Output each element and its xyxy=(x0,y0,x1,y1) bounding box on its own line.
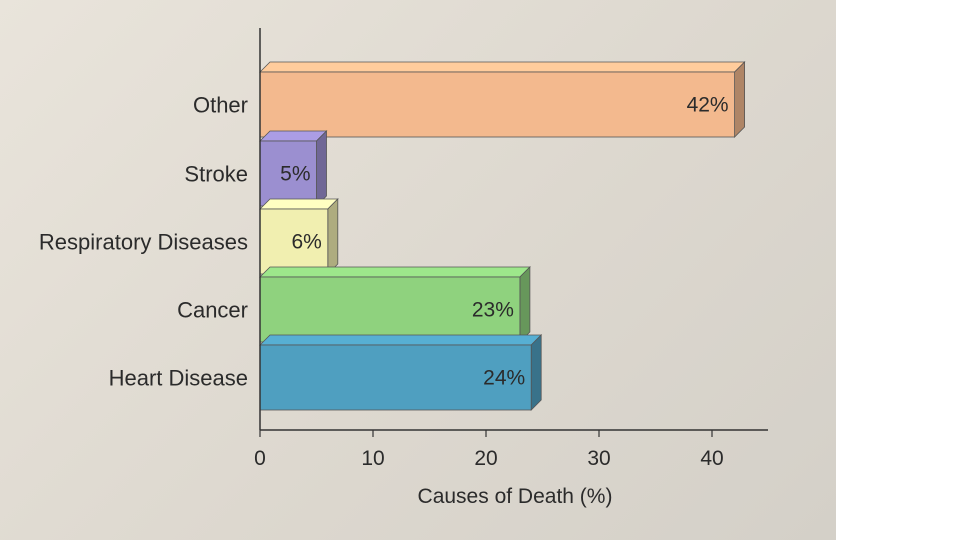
bar-group: 6% xyxy=(259,198,339,275)
bar-value-label: 23% xyxy=(472,299,514,322)
x-ticks: 0 10 20 30 40 xyxy=(254,430,724,470)
category-label: Stroke xyxy=(184,162,248,187)
bar-side-face xyxy=(530,334,542,411)
bar-value-label: 42% xyxy=(687,94,729,117)
bar-group: 42% xyxy=(259,61,746,138)
bar xyxy=(259,208,329,275)
bar xyxy=(259,344,532,411)
bar-side-face xyxy=(519,266,531,343)
bar-value-label: 6% xyxy=(291,231,321,254)
category-label: Other xyxy=(193,93,248,118)
axes xyxy=(259,28,768,431)
bar-group: 5% xyxy=(259,130,328,207)
bar-top-face xyxy=(259,334,543,346)
bar-value-label: 24% xyxy=(483,367,525,390)
bar-side-face xyxy=(327,198,339,275)
bar-group: 23% xyxy=(259,266,531,343)
bar-top-face xyxy=(259,130,328,142)
x-axis-title: Causes of Death (%) xyxy=(418,485,613,508)
x-tick-label: 30 xyxy=(587,447,610,470)
bar-top-face xyxy=(259,198,339,210)
bar xyxy=(259,71,736,138)
x-tick-label: 40 xyxy=(700,447,723,470)
category-label: Cancer xyxy=(177,298,248,323)
bar xyxy=(259,276,521,343)
x-tick-label: 20 xyxy=(474,447,497,470)
bar-group: 24% xyxy=(259,334,543,411)
category-label: Heart Disease xyxy=(109,366,248,391)
bar-top-face xyxy=(259,266,531,278)
category-labels: Heart Disease Cancer Respiratory Diseases S… xyxy=(39,93,248,391)
x-tick-label: 0 xyxy=(254,447,266,470)
bar-top-face xyxy=(259,61,746,73)
bar-value-label: 5% xyxy=(280,163,310,186)
bar-side-face xyxy=(316,130,327,207)
bars: 42% 5% 6% 23% 24% xyxy=(259,61,746,411)
x-tick-label: 10 xyxy=(361,447,384,470)
category-label: Respiratory Diseases xyxy=(39,230,248,255)
bar-side-face xyxy=(734,61,745,138)
bar xyxy=(259,140,317,207)
